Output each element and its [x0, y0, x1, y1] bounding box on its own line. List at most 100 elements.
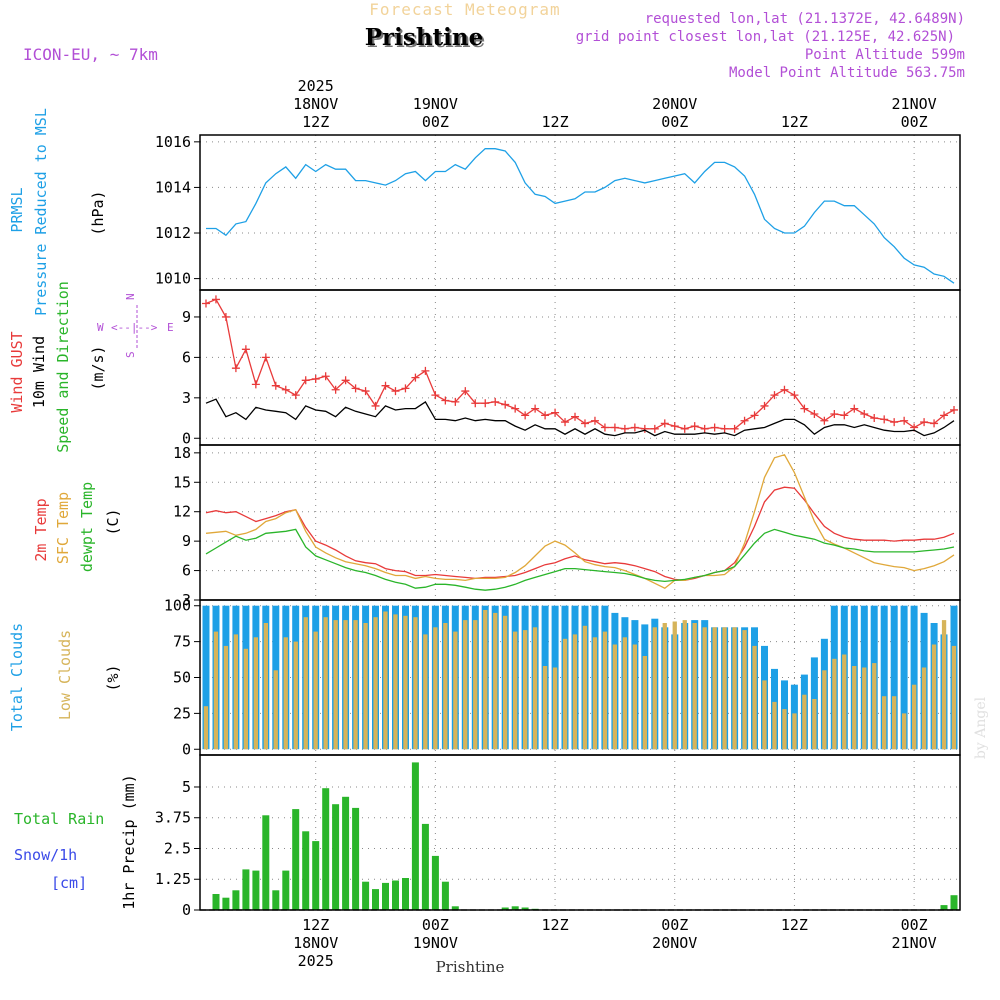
top-time-label: 19NOV: [413, 95, 458, 113]
label-speed-direction: Speed and Direction: [54, 281, 72, 453]
bar-low-clouds: [423, 634, 428, 750]
gust-marker: [670, 422, 679, 431]
bar-low-clouds: [503, 615, 508, 750]
bar-total-rain: [292, 809, 300, 910]
bar-total-rain: [232, 890, 240, 910]
gust-marker: [780, 385, 789, 394]
y-tick-label: 50: [173, 669, 191, 687]
bar-total-rain: [441, 881, 449, 910]
top-time-label: 2025: [298, 77, 334, 95]
bar-total-clouds: [890, 605, 898, 750]
bottom-time-label: 19NOV: [413, 934, 458, 952]
bar-low-clouds: [562, 638, 568, 750]
bar-low-clouds: [542, 666, 548, 750]
top-time-label: 12Z: [302, 113, 329, 131]
bar-low-clouds: [493, 612, 498, 750]
bottom-time-label: 00Z: [422, 916, 449, 934]
bar-total-rain: [382, 882, 389, 910]
y-tick-label: 9: [182, 308, 191, 326]
bar-total-rain: [242, 869, 250, 910]
bar-low-clouds: [772, 701, 777, 750]
bar-low-clouds: [602, 631, 608, 750]
y-tick-label: 75: [173, 633, 191, 651]
bar-low-clouds: [832, 658, 837, 750]
bar-total-rain: [262, 815, 270, 910]
bar-total-rain: [222, 897, 230, 910]
gust-marker: [361, 387, 370, 396]
gust-marker: [870, 414, 879, 423]
bar-low-clouds: [882, 696, 887, 750]
grid-point-coords: grid point closest lon,lat (21.125E, 42.…: [576, 29, 955, 45]
bar-total-rain: [282, 870, 290, 910]
gust-marker: [750, 411, 759, 420]
bar-low-clouds: [662, 623, 667, 750]
gust-marker: [311, 374, 320, 383]
y-tick-label: 18: [173, 444, 191, 462]
bar-low-clouds: [582, 625, 588, 750]
bar-low-clouds: [552, 667, 558, 750]
gust-marker: [291, 391, 300, 400]
gust-marker: [491, 397, 500, 406]
bar-low-clouds: [872, 663, 877, 750]
bar-total-rain: [392, 880, 399, 910]
bar-low-clouds: [532, 627, 538, 750]
bar-low-clouds: [203, 706, 209, 750]
gust-marker: [381, 381, 390, 390]
bar-total-rain: [322, 788, 330, 910]
gust-marker: [341, 376, 350, 385]
bar-low-clouds: [642, 656, 647, 750]
y-tick-label: 12: [173, 503, 191, 521]
bar-total-clouds: [910, 605, 918, 750]
label-snow-unit: [cm]: [51, 874, 87, 892]
panel-frame: [199, 134, 961, 291]
panel-frame: [199, 444, 961, 601]
bar-total-rain: [342, 796, 350, 910]
gust-marker: [630, 423, 639, 432]
unit-clouds: (%): [104, 664, 122, 691]
bar-low-clouds: [403, 615, 408, 750]
bar-low-clouds: [802, 694, 807, 750]
panel-2: 0 3 6 9: [182, 289, 961, 447]
bar-low-clouds: [732, 627, 737, 750]
gust-marker: [561, 418, 570, 427]
bar-low-clouds: [892, 696, 897, 750]
bar-low-clouds: [902, 713, 907, 750]
gust-marker: [321, 372, 330, 381]
gust-marker: [251, 380, 260, 389]
compass-arrows: <--|-->: [111, 321, 158, 334]
gust-marker: [850, 404, 859, 413]
bar-total-clouds: [900, 605, 908, 750]
gust-marker: [940, 411, 949, 420]
gust-marker: [840, 411, 849, 420]
bar-low-clouds: [762, 680, 767, 750]
y-tick-label: 1016: [155, 133, 191, 151]
bar-low-clouds: [682, 620, 687, 750]
y-tick-label: 5: [182, 778, 191, 796]
bar-total-rain: [212, 894, 220, 910]
gust-marker: [740, 416, 749, 425]
label-dewpt-temp: dewpt Temp: [78, 482, 96, 572]
gust-marker: [501, 400, 510, 409]
series-line-sfc-temp: [205, 454, 955, 589]
gust-marker: [890, 418, 899, 427]
panel-frame: [199, 289, 961, 446]
bar-low-clouds: [712, 627, 717, 750]
bar-total-rain: [511, 906, 519, 910]
bottom-time-label: 00Z: [901, 916, 928, 934]
bar-low-clouds: [722, 627, 727, 750]
gust-marker: [401, 384, 410, 393]
label-2m-temp: 2m Temp: [32, 498, 50, 561]
gust-marker: [421, 366, 430, 375]
footer-location: Prishtine: [436, 958, 505, 976]
bar-low-clouds: [622, 637, 627, 750]
model-name: ICON-EU, ~ 7km: [23, 45, 158, 64]
gust-marker: [531, 404, 540, 413]
y-tick-label: 9: [182, 532, 191, 550]
gust-marker: [830, 410, 839, 418]
bar-low-clouds: [792, 713, 797, 750]
bar-low-clouds: [742, 630, 747, 750]
gust-marker: [700, 424, 709, 433]
gust-marker: [680, 424, 689, 433]
gust-marker: [261, 353, 270, 362]
